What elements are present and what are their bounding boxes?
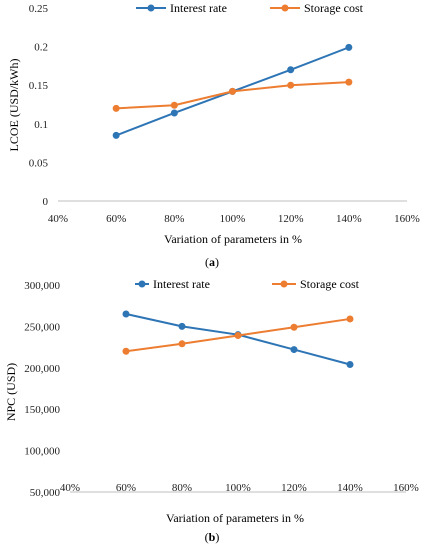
figure-caption: (b) — [205, 530, 220, 544]
data-point-interest-rate — [346, 360, 354, 368]
y-tick-label: 150,000 — [24, 404, 60, 416]
legend-item-storage-cost: Storage cost — [272, 277, 360, 291]
legend: Interest rate Storage cost — [135, 277, 360, 291]
legend: Interest rate Storage cost — [136, 1, 364, 15]
data-point-interest-rate — [170, 109, 178, 117]
data-point-storage-cost — [287, 81, 295, 89]
npc-chart: NPC (USD) Variation of parameters in % (… — [4, 277, 419, 544]
data-point-storage-cost — [346, 315, 354, 323]
y-tick-labels: 0 0.05 0.1 0.15 0.2 0.25 — [29, 3, 49, 208]
y-tick-label: 0 — [43, 196, 49, 208]
data-point-interest-rate — [345, 43, 353, 51]
x-tick-label: 40% — [60, 482, 80, 494]
legend-item-interest-rate: Interest rate — [135, 277, 210, 291]
y-tick-label: 300,000 — [24, 280, 60, 292]
caption-letter: b — [209, 530, 216, 544]
caption-close-paren: ) — [215, 530, 219, 544]
data-point-interest-rate — [112, 131, 120, 139]
data-point-storage-cost — [290, 323, 298, 331]
x-tick-label: 160% — [394, 213, 420, 225]
caption-close-paren: ) — [215, 255, 219, 269]
y-tick-label: 0.15 — [29, 80, 49, 92]
x-tick-label: 80% — [164, 213, 184, 225]
x-axis-title: Variation of parameters in % — [164, 232, 302, 246]
x-tick-label: 140% — [337, 482, 363, 494]
data-point-interest-rate — [287, 66, 295, 74]
svg-text:(a): (a) — [205, 255, 219, 269]
data-series — [122, 310, 354, 368]
caption-open-paren: ( — [205, 255, 209, 269]
data-point-storage-cost — [112, 104, 120, 112]
x-tick-label: 100% — [220, 213, 246, 225]
x-tick-label: 140% — [336, 213, 362, 225]
y-tick-label: 250,000 — [24, 321, 60, 333]
y-tick-label: 0.2 — [34, 42, 48, 54]
data-point-storage-cost — [345, 78, 353, 86]
y-tick-label: 0.25 — [29, 3, 49, 15]
y-tick-label: 200,000 — [24, 363, 60, 375]
data-series — [112, 43, 353, 139]
y-tick-label: 50,000 — [30, 487, 61, 499]
x-tick-label: 160% — [393, 482, 419, 494]
data-point-interest-rate — [290, 346, 298, 354]
svg-text:Storage cost: Storage cost — [304, 1, 364, 15]
series-line-storage-cost — [116, 81, 349, 110]
data-point-storage-cost — [234, 332, 242, 340]
legend-item-interest-rate: Interest rate — [136, 1, 227, 15]
data-point-storage-cost — [122, 347, 130, 355]
y-axis-title: LCOE (USD/kWh) — [7, 59, 21, 152]
legend-item-storage-cost: Storage cost — [270, 1, 364, 15]
svg-text:Interest rate: Interest rate — [170, 1, 227, 15]
x-tick-label: 40% — [48, 213, 68, 225]
y-tick-labels: 50,000 100,000 150,000 200,000 250,000 300,00… — [24, 280, 60, 499]
x-tick-labels: 40% 60% 80% 100% 120% 140% 160% — [60, 482, 419, 494]
data-point-storage-cost — [170, 101, 178, 109]
lcoe-chart: LCOE (USD/kWh) Variation of parameters i… — [7, 1, 420, 269]
y-tick-label: 100,000 — [24, 446, 60, 458]
caption-letter: a — [209, 255, 215, 269]
data-point-storage-cost — [229, 87, 236, 95]
y-tick-label: 0.1 — [34, 119, 48, 131]
svg-text:Interest rate: Interest rate — [153, 277, 210, 291]
svg-text:(b): (b) — [205, 530, 220, 544]
data-point-interest-rate — [178, 322, 186, 330]
x-tick-label: 60% — [106, 213, 126, 225]
x-tick-labels: 40% 60% 80% 100% 120% 140% 160% — [48, 213, 420, 225]
x-tick-label: 80% — [172, 482, 192, 494]
x-tick-label: 120% — [278, 213, 304, 225]
y-tick-label: 0.05 — [29, 157, 49, 169]
caption-open-paren: ( — [205, 530, 209, 544]
series-line-interest-rate — [125, 313, 351, 366]
data-point-storage-cost — [178, 340, 186, 348]
y-axis-title: NPC (USD) — [4, 363, 18, 421]
figure-caption: (a) — [205, 255, 219, 269]
x-axis-title: Variation of parameters in % — [166, 511, 304, 525]
x-tick-label: 60% — [116, 482, 136, 494]
svg-text:Storage cost: Storage cost — [300, 277, 360, 291]
data-point-interest-rate — [122, 310, 130, 318]
x-tick-label: 120% — [281, 482, 307, 494]
x-tick-label: 100% — [225, 482, 251, 494]
